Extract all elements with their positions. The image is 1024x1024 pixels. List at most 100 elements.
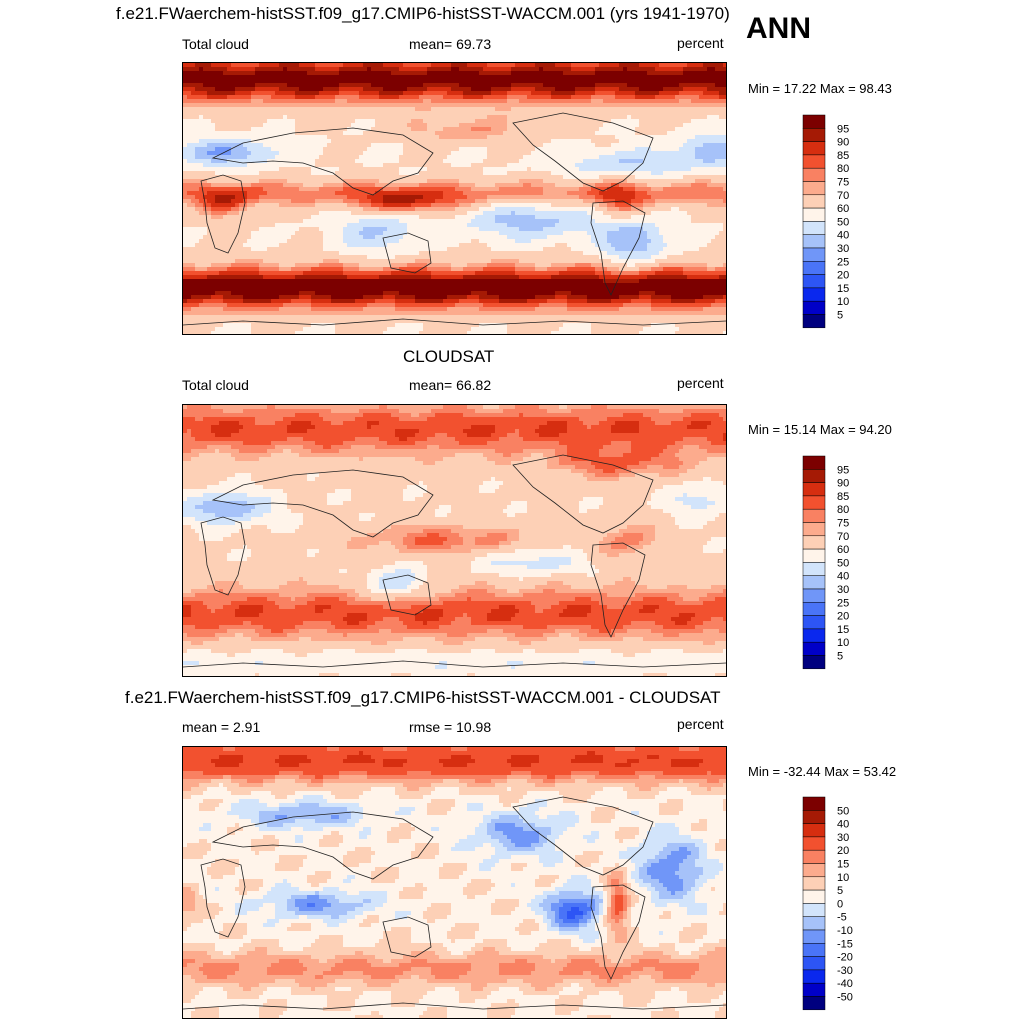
colorbar-tick-label: 15 xyxy=(837,859,849,871)
colorbar-swatch xyxy=(802,863,826,878)
colorbar-tick-label: 40 xyxy=(837,571,849,583)
colorbar-tick-label: 30 xyxy=(837,584,849,596)
colorbar-swatch xyxy=(802,247,826,262)
panel-1-title: f.e21.FWaerchem-histSST.f09_g17.CMIP6-hi… xyxy=(116,4,730,24)
colorbar-tick-label: 40 xyxy=(837,819,849,831)
panel-2-minmax: Min = 15.14 Max = 94.20 xyxy=(748,422,892,437)
panel-1-colorbar: 95 90 85 80 75 70 60 50 40 30 25 20 15 10 5 xyxy=(802,114,863,330)
colorbar-tick-label: -15 xyxy=(837,938,853,950)
colorbar-swatch xyxy=(802,274,826,289)
panel-3-minmax: Min = -32.44 Max = 53.42 xyxy=(748,764,896,779)
colorbar-swatch xyxy=(802,943,826,957)
colorbar-tick-label: -50 xyxy=(837,992,853,1004)
colorbar-swatch xyxy=(802,641,826,656)
colorbar-tick-label: 85 xyxy=(837,150,849,162)
coastline xyxy=(211,127,434,196)
colorbar-tick-label: 0 xyxy=(837,898,843,910)
colorbar-tick-label: -40 xyxy=(837,978,853,990)
colorbar-swatch xyxy=(802,956,826,971)
colorbar-tick-label: 30 xyxy=(837,243,849,255)
colorbar-swatch xyxy=(802,889,826,904)
colorbar-tick-label: 20 xyxy=(837,270,849,282)
colorbar-swatch xyxy=(802,194,826,209)
colorbar-swatch xyxy=(802,982,826,997)
colorbar-swatch xyxy=(802,300,826,315)
panel-3-title: f.e21.FWaerchem-histSST.f09_g17.CMIP6-hi… xyxy=(125,688,721,708)
colorbar-swatch xyxy=(802,996,826,1011)
colorbar-swatch xyxy=(802,167,826,182)
colorbar-tick-label: 60 xyxy=(837,544,849,556)
coastline xyxy=(183,1002,726,1010)
colorbar-tick-label: -10 xyxy=(837,925,853,937)
colorbar-tick-label: 60 xyxy=(837,203,849,215)
colorbar-swatch xyxy=(802,548,826,563)
colorbar-tick-label: 25 xyxy=(837,597,849,609)
colorbar-tick-label: 90 xyxy=(837,478,849,490)
colorbar-tick-label: -30 xyxy=(837,965,853,977)
panel-2-map xyxy=(182,404,727,677)
colorbar-tick-label: 90 xyxy=(837,137,849,149)
colorbar-swatch xyxy=(802,508,826,523)
colorbar-tick-label: 80 xyxy=(837,163,849,175)
panel-3-rmse-label: rmse = 10.98 xyxy=(409,719,491,735)
panel-1-minmax: Min = 17.22 Max = 98.43 xyxy=(748,81,892,96)
coastline xyxy=(211,811,434,880)
panel-1-mean-label: mean= 69.73 xyxy=(409,36,491,52)
colorbar-tick-label: -5 xyxy=(837,912,847,924)
coastline xyxy=(590,884,646,980)
panel-3-colorbar: 50 40 30 20 15 10 5 0 -5 -10 -15 -20 -30 -40 -50 xyxy=(802,796,863,1012)
colorbar-swatch xyxy=(802,207,826,222)
colorbar-tick-label: 10 xyxy=(837,872,849,884)
colorbar-swatch xyxy=(802,796,826,811)
colorbar-tick-label: 5 xyxy=(837,651,843,663)
colorbar-swatch xyxy=(802,522,826,537)
colorbar-tick-label: 95 xyxy=(837,464,849,476)
colorbar-tick-label: 10 xyxy=(837,637,849,649)
panel-1-variable-label: Total cloud xyxy=(182,36,249,52)
colorbar-swatch xyxy=(802,141,826,156)
colorbar-swatch xyxy=(802,602,826,616)
colorbar-tick-label: 20 xyxy=(837,611,849,623)
colorbar-swatch xyxy=(802,615,826,630)
coastline xyxy=(590,542,646,638)
colorbar-swatch xyxy=(802,929,826,944)
coastline xyxy=(512,112,654,192)
colorbar-tick-label: 50 xyxy=(837,557,849,569)
coastline xyxy=(382,574,432,616)
season-label: ANN xyxy=(746,12,811,46)
panel-2-contour-field xyxy=(183,405,726,676)
coastline xyxy=(211,469,434,538)
colorbar-swatch xyxy=(802,562,826,576)
coastline xyxy=(590,200,646,296)
colorbar-swatch xyxy=(802,482,826,497)
coastline xyxy=(512,454,654,534)
panel-2-units-label: percent xyxy=(677,375,724,391)
colorbar-swatch xyxy=(802,655,826,670)
panel-3-units-label: percent xyxy=(677,716,724,732)
colorbar-tick-label: 5 xyxy=(837,885,843,897)
coastline xyxy=(200,858,246,938)
coastline xyxy=(183,660,726,668)
colorbar-tick-label: 30 xyxy=(837,832,849,844)
colorbar-swatch xyxy=(802,588,826,603)
colorbar-tick-label: 50 xyxy=(837,216,849,228)
colorbar-tick-label: 75 xyxy=(837,518,849,530)
colorbar-swatch xyxy=(802,221,826,235)
colorbar-tick-label: 70 xyxy=(837,190,849,202)
panel-1-units-label: percent xyxy=(677,35,724,51)
colorbar-tick-label: 40 xyxy=(837,230,849,242)
colorbar-tick-label: 95 xyxy=(837,123,849,135)
panel-3-mean-label: mean = 2.91 xyxy=(182,719,260,735)
colorbar-swatch xyxy=(802,128,826,142)
colorbar-swatch xyxy=(802,154,826,169)
panel-2-title: CLOUDSAT xyxy=(403,347,494,367)
colorbar-swatch xyxy=(802,535,826,550)
colorbar-swatch xyxy=(802,969,826,984)
colorbar-swatch xyxy=(802,261,826,275)
coastline xyxy=(512,796,654,876)
coastline xyxy=(200,174,246,254)
colorbar-swatch xyxy=(802,314,826,329)
colorbar-swatch xyxy=(802,114,826,129)
colorbar-tick-label: 20 xyxy=(837,845,849,857)
panel-2-mean-label: mean= 66.82 xyxy=(409,377,491,393)
